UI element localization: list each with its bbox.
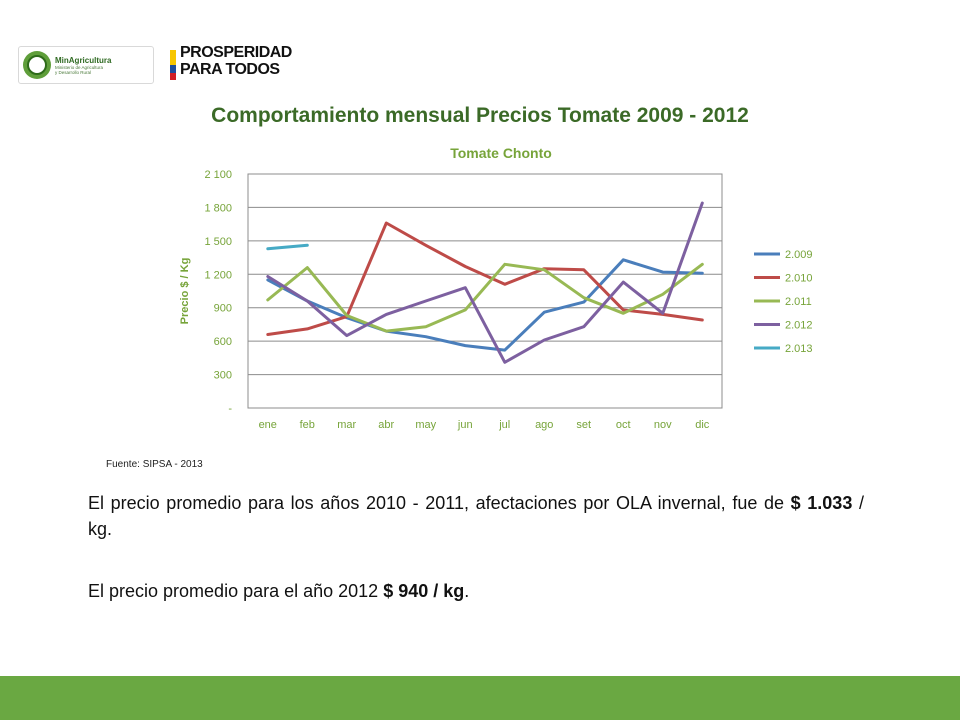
price-line-chart: Tomate Chonto - 300 600 900 1 200 1 500 1 800 2 … xyxy=(179,145,813,431)
p2-text-a: El precio promedio para el año 2012 xyxy=(88,581,384,601)
x-tick-label-set: set xyxy=(576,419,591,431)
source-note: Fuente: SIPSA - 2013 xyxy=(106,459,203,470)
series-line-2.012 xyxy=(266,201,704,364)
prosperidad-line2: PARA TODOS xyxy=(180,61,280,78)
plot-frame xyxy=(247,173,723,409)
y-tick-label-2100: 2 100 xyxy=(204,169,232,181)
prosperidad-logo: PROSPERIDAD PARA TODOS xyxy=(168,44,318,86)
x-tick-label-oct: oct xyxy=(616,419,631,431)
x-tick-label-jun: jun xyxy=(457,419,473,431)
series-line-2.011 xyxy=(266,262,704,333)
paragraph-average-2012: El precio promedio para el año 2012 $ 94… xyxy=(88,578,864,604)
series-line-2.010 xyxy=(266,221,704,336)
p2-bold: $ 940 / kg xyxy=(383,581,465,601)
x-tick-label-jul: jul xyxy=(498,419,510,431)
legend-label-2.013: 2.013 xyxy=(785,343,813,355)
colombia-flag-icon xyxy=(170,50,176,80)
x-tick-label-feb: feb xyxy=(300,419,315,431)
slide-title: Comportamiento mensual Precios Tomate 20… xyxy=(211,104,749,127)
p2-text-b: . xyxy=(464,581,470,601)
x-tick-label-abr: abr xyxy=(378,419,394,431)
y-tick-label-1800: 1 800 xyxy=(204,202,232,214)
ministry-sub2: y Desarrollo Rural xyxy=(55,69,92,75)
legend-label-2.010: 2.010 xyxy=(785,273,813,285)
y-tick-label-1500: 1 500 xyxy=(204,236,232,248)
y-tick-label-300: 300 xyxy=(214,370,232,382)
series-line-2.013 xyxy=(266,243,309,251)
x-tick-label-ago: ago xyxy=(535,419,553,431)
ministry-name: MinAgricultura xyxy=(55,55,112,65)
y-tick-label-1200: 1 200 xyxy=(204,269,232,281)
x-tick-label-nov: nov xyxy=(654,419,672,431)
coat-of-arms-icon xyxy=(23,51,51,79)
y-tick-label-600: 600 xyxy=(214,336,232,348)
legend-label-2.009: 2.009 xyxy=(785,249,813,261)
p1-text-b: / kg. xyxy=(88,493,864,539)
x-tick-label-ene: ene xyxy=(259,419,277,431)
chart-title: Tomate Chonto xyxy=(450,145,552,161)
series-line-2.009 xyxy=(266,258,704,352)
y-tick-label-900: 900 xyxy=(214,303,232,315)
p1-text-a: El precio promedio para los años 2010 - … xyxy=(88,493,791,513)
x-tick-label-may: may xyxy=(415,419,436,431)
p1-bold: $ 1.033 xyxy=(790,493,853,513)
x-tick-label-mar: mar xyxy=(337,419,356,431)
prosperidad-line1: PROSPERIDAD xyxy=(180,44,292,61)
y-axis-label: Precio $ / Kg xyxy=(179,258,191,325)
legend-label-2.011: 2.011 xyxy=(785,296,812,308)
x-tick-label-dic: dic xyxy=(695,419,710,431)
legend-label-2.012: 2.012 xyxy=(785,320,813,332)
paragraph-average-2010-2011: El precio promedio para los años 2010 - … xyxy=(88,490,864,542)
y-tick-label-0: - xyxy=(228,403,232,415)
header-logos: MinAgricultura Ministerio de Agricultura… xyxy=(18,44,318,86)
footer-bar xyxy=(0,676,960,720)
ministry-sub1: Ministerio de Agricultura xyxy=(55,64,104,70)
ministry-logo: MinAgricultura Ministerio de Agricultura… xyxy=(18,46,154,84)
